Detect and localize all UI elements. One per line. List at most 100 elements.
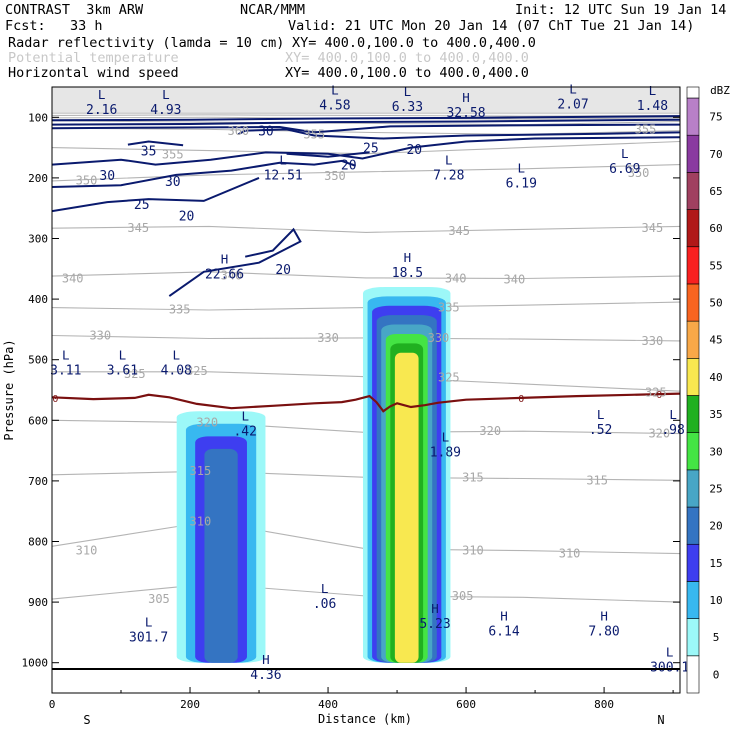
wind-isotach — [52, 136, 680, 166]
freezing-level-label: 0 — [656, 390, 662, 401]
colorbar-label: 60 — [709, 222, 722, 235]
extremum-type: L — [62, 348, 70, 363]
y-axis-label: Pressure (hPa) — [2, 339, 16, 440]
init-time: Init: 12 UTC Sun 19 Jan 14 — [515, 2, 727, 18]
north-label: N — [657, 713, 664, 727]
wind-isotach — [52, 118, 680, 126]
extremum-value: 2.16 — [86, 103, 117, 118]
reflectivity-cell-1 — [204, 448, 238, 663]
theta-label: 320 — [479, 424, 501, 438]
theta-isentrope — [52, 271, 680, 280]
wind-isotach — [52, 115, 680, 122]
extremum-value: .52 — [589, 423, 612, 438]
extremum-value: .98 — [661, 423, 684, 438]
colorbar-swatch — [686, 469, 700, 508]
extremum-value: 4.93 — [150, 103, 181, 118]
colorbar-label: 5 — [713, 631, 720, 644]
theta-label: 345 — [448, 224, 470, 238]
wind-label: 35 — [141, 145, 157, 160]
colorbar-label: 55 — [709, 259, 722, 272]
extremum-type: L — [666, 645, 674, 660]
x-axis-label: Distance (km) — [318, 712, 412, 726]
extremum-value: 3.61 — [107, 364, 138, 379]
colorbar-label: 25 — [709, 482, 722, 495]
colorbar-swatch — [686, 320, 700, 359]
theta-label: 355 — [162, 147, 184, 161]
x-tick-label: 200 — [180, 698, 200, 711]
theta-label: 360 — [227, 124, 249, 138]
extremum-value: 4.36 — [250, 668, 281, 683]
colorbar-label: 45 — [709, 334, 722, 347]
theta-dense-band — [52, 87, 680, 115]
wind-label: 20 — [275, 263, 291, 278]
wind-label: 20 — [179, 209, 195, 224]
y-tick-label: 400 — [28, 293, 48, 306]
theta-label: 310 — [559, 547, 581, 561]
theta-label: 310 — [190, 515, 212, 529]
colorbar-swatch — [686, 543, 700, 582]
field-name-wind: Horizontal wind speed — [8, 65, 179, 81]
wind-label: 30 — [99, 169, 115, 184]
extremum-type: H — [500, 608, 508, 623]
extremum-type: L — [649, 83, 657, 98]
colorbar-swatch — [686, 209, 700, 248]
forecast-hour: Fcst: 33 h — [5, 18, 103, 34]
x-tick-label: 400 — [318, 698, 338, 711]
colorbar-label: 10 — [709, 594, 722, 607]
wind-isotach — [52, 176, 260, 213]
valid-time: Valid: 21 UTC Mon 20 Jan 14 (07 ChT Tue … — [288, 18, 695, 34]
wind-label: 20 — [406, 143, 422, 158]
colorbar-label: 40 — [709, 371, 722, 384]
y-tick-label: 300 — [28, 233, 48, 246]
extremum-type: L — [442, 430, 450, 445]
wind-isotach — [237, 128, 680, 140]
extremum-type: L — [241, 408, 249, 423]
colorbar-swatch — [686, 581, 700, 619]
extremum-type: H — [404, 250, 412, 265]
colorbar-label: 35 — [709, 408, 722, 421]
extremum-value: .42 — [233, 424, 256, 439]
extremum-value: 6.69 — [609, 162, 640, 177]
theta-label: 315 — [586, 473, 608, 487]
theta-label: 305 — [452, 589, 474, 603]
theta-isentrope — [52, 225, 680, 233]
colorbar-swatch — [686, 655, 700, 694]
extremum-type: L — [518, 160, 526, 175]
colorbar-swatch — [686, 358, 700, 396]
extremum-value: 7.28 — [433, 169, 464, 184]
extremum-type: L — [404, 84, 412, 99]
extremum-type: L — [172, 348, 180, 363]
extremum-value: 4.58 — [319, 98, 350, 113]
colorbar-label: 65 — [709, 185, 722, 198]
extremum-type: H — [431, 601, 439, 616]
colorbar-label: 20 — [709, 520, 722, 533]
freezing-level-label: 0 — [518, 394, 524, 405]
extremum-type: H — [221, 251, 229, 266]
wind-label: 30 — [165, 175, 181, 190]
extremum-value: 301.7 — [129, 630, 168, 645]
colorbar-label: 30 — [709, 445, 722, 458]
colorbar-label: 50 — [709, 297, 722, 310]
y-tick-label: 1000 — [22, 657, 49, 670]
extremum-value: 1.48 — [637, 99, 668, 114]
colorbar-swatch — [686, 283, 700, 322]
theta-label: 335 — [438, 301, 460, 315]
extremum-type: L — [445, 153, 453, 168]
theta-label: 330 — [642, 334, 664, 348]
colorbar-swatch — [686, 134, 700, 173]
theta-label: 350 — [76, 173, 98, 187]
model-title: CONTRAST 3km ARW — [5, 2, 144, 18]
extremum-type: L — [119, 348, 127, 363]
reflectivity-cell-2 — [394, 352, 419, 663]
colorbar-swatch — [686, 172, 700, 210]
theta-label: 355 — [635, 122, 657, 136]
theta-isentrope — [52, 120, 680, 126]
theta-label: 330 — [428, 331, 450, 345]
theta-label: 315 — [462, 470, 484, 484]
colorbar-unit: dBZ — [710, 84, 730, 97]
colorbar-swatch — [686, 506, 700, 545]
theta-label: 355 — [303, 127, 325, 141]
theta-label: 325 — [186, 364, 208, 378]
colorbar-swatch — [686, 97, 700, 136]
